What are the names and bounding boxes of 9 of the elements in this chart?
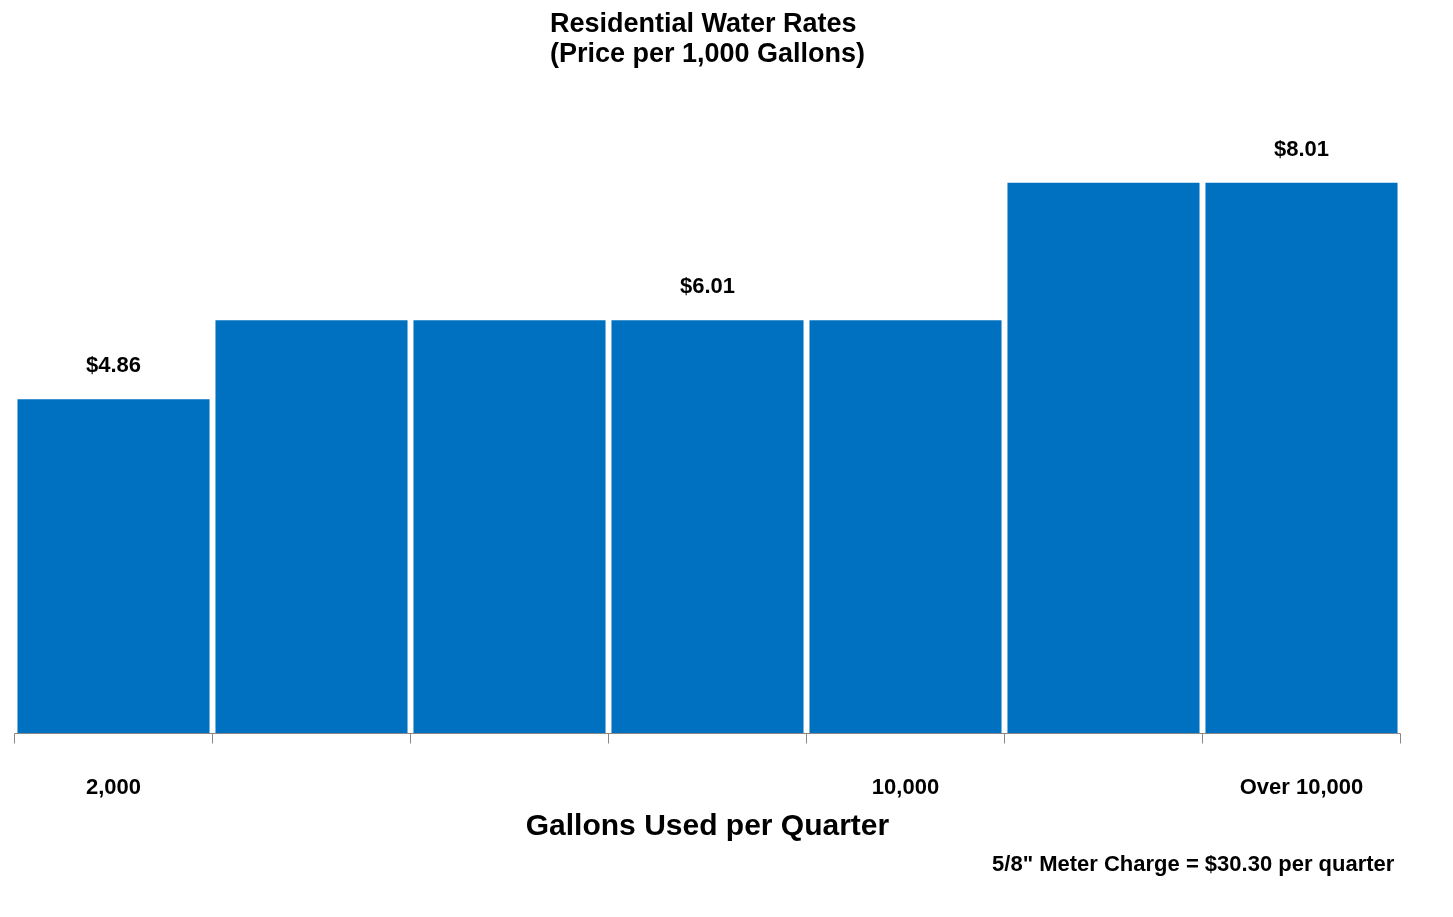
data-label: $6.01 — [679, 273, 736, 299]
x-tick-label: Over 10,000 — [1239, 773, 1364, 799]
data-label: $4.86 — [85, 352, 142, 378]
text: 5/8" Meter Charge = $30.30 per quarter — [992, 850, 1395, 876]
x-tick-label: 2,000 — [85, 773, 142, 799]
x-tick-label: 10,000 — [871, 773, 940, 799]
data-label: $8.01 — [1273, 135, 1330, 161]
chart-title: Residential Water Rates (Price per 1,000 Gallons) — [549, 7, 866, 68]
x-axis-title: Gallons Used per Quarter — [525, 807, 890, 841]
